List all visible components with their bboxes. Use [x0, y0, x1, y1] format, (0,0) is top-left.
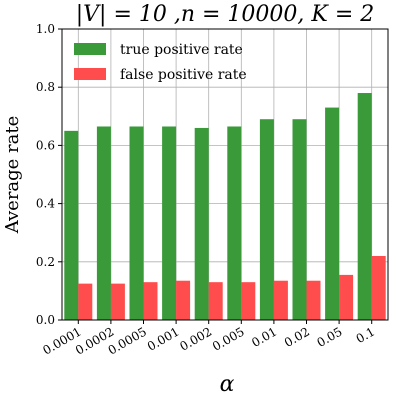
y-tick-label: 0.6 — [36, 138, 55, 152]
y-tick-label: 0.2 — [36, 255, 55, 269]
bar-true-positive-rate — [357, 93, 372, 321]
bar-true-positive-rate — [194, 127, 209, 320]
bar-true-positive-rate — [129, 126, 144, 320]
bar-true-positive-rate — [162, 126, 177, 320]
y-tick-label: 0.8 — [36, 80, 55, 94]
legend-swatch — [74, 68, 106, 80]
bar-true-positive-rate — [227, 126, 242, 320]
y-tick-label: 1.0 — [36, 22, 55, 36]
y-tick-label: 0.0 — [36, 313, 55, 327]
bar-true-positive-rate — [325, 107, 340, 320]
bar-false-positive-rate — [78, 283, 93, 320]
bar-true-positive-rate — [64, 130, 79, 320]
bar-true-positive-rate — [259, 119, 274, 321]
bar-true-positive-rate — [96, 126, 111, 320]
chart-title: |V| = 10 ,n = 10000, K = 2 — [76, 2, 375, 27]
legend-label: false positive rate — [120, 67, 247, 83]
bar-false-positive-rate — [273, 280, 288, 320]
bar-false-positive-rate — [176, 280, 191, 320]
y-tick-label: 0.4 — [36, 197, 55, 211]
bar-false-positive-rate — [143, 282, 158, 320]
bars — [64, 93, 386, 321]
legend: true positive rate false positive rate — [74, 42, 247, 83]
legend-label: true positive rate — [120, 42, 243, 58]
bar-false-positive-rate — [306, 280, 321, 320]
bar-true-positive-rate — [292, 119, 307, 321]
legend-swatch — [74, 43, 106, 55]
y-axis-label: Average rate — [2, 116, 23, 235]
bar-false-positive-rate — [208, 282, 223, 320]
bar-false-positive-rate — [371, 255, 386, 320]
bar-false-positive-rate — [339, 274, 354, 320]
x-axis-label: α — [220, 372, 235, 397]
bar-false-positive-rate — [241, 282, 256, 320]
plot-frame — [61, 28, 389, 321]
bar-false-positive-rate — [110, 283, 125, 320]
